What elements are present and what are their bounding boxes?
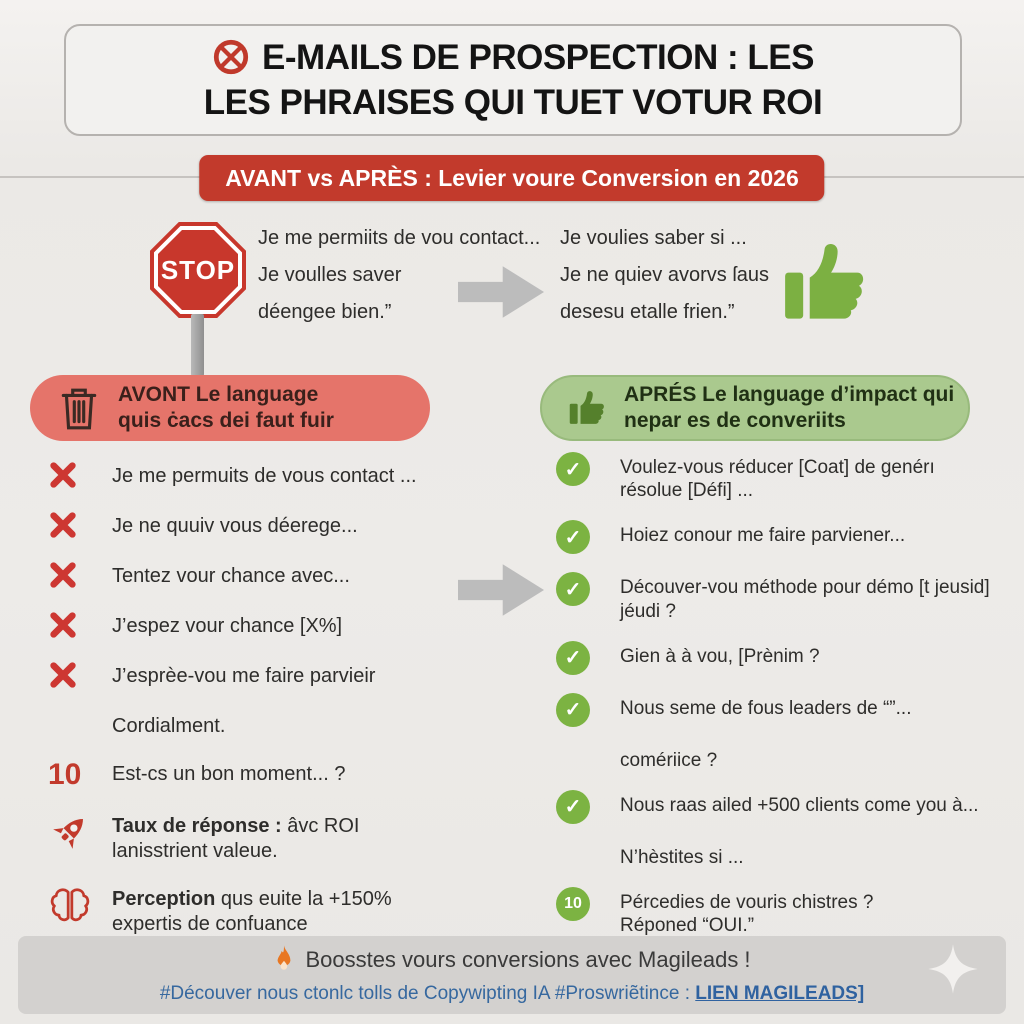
- check-icon: ✓: [548, 452, 620, 486]
- after-quote-line: desesu etalle frien.”: [560, 301, 735, 323]
- thumbs-up-icon: [772, 230, 877, 340]
- footer-headline-row: Boosstes vours conversions avec Magilead…: [273, 945, 751, 975]
- item-text: Gien à à vou, [Prènim ?: [620, 645, 820, 667]
- item-text: Découver-vou méthode pour démo [t jeusid…: [620, 577, 990, 622]
- item-text: Tentez vour chance avec...: [112, 565, 350, 587]
- item-text-bold: Perception: [112, 888, 216, 911]
- x-icon: [42, 510, 112, 540]
- list-item: 10 Pércedies de vouris chistres ? Répone…: [548, 887, 1008, 937]
- item-text: comériice ?: [620, 749, 718, 771]
- list-item: comériice ?: [548, 745, 1008, 772]
- item-text: Je me permuits de vous contact ...: [112, 465, 417, 487]
- item-text: Taux de réponse : âvc ROI lanisstrient v…: [112, 810, 359, 863]
- banner-label: AVANT vs APRÈS : Levier voure Conversion…: [225, 164, 799, 191]
- list-item: Taux de réponse : âvc ROI lanisstrient v…: [42, 810, 474, 863]
- item-text: J’esprèe-vou me faire parvieir: [112, 665, 376, 687]
- x-icon: [42, 610, 112, 640]
- item-text: Pércedies de vouris chistres ? Réponed “…: [620, 892, 874, 937]
- x-icon: [42, 560, 112, 590]
- list-item: ✓ Voulez-vous réducer [Coat] de genérı r…: [548, 452, 1008, 502]
- after-quote-line: Je voulies saber si ...: [560, 227, 747, 249]
- before-quotes: Je me permiits de vou contact... Je voul…: [258, 227, 558, 324]
- list-item: Cordialment.: [42, 710, 474, 738]
- item-text-rest: âvc ROI lanisstrient valeue.: [112, 815, 360, 862]
- before-quote-line: Je me permiits de vou contact...: [258, 227, 541, 249]
- apres-header-line2: nepar es de converiits: [624, 409, 846, 432]
- list-item: ✓ Découver-vou méthode pour démo [t jeus…: [548, 572, 1008, 622]
- list-item: ✓ Hoiez conour me faire parviener...: [548, 520, 1008, 555]
- x-icon: [42, 660, 112, 690]
- list-item: Tentez vour chance avec...: [42, 560, 474, 590]
- before-quote-line: Je voulles saver: [258, 264, 402, 286]
- thumbs-up-small-icon: [564, 385, 610, 431]
- avant-header-pill: AVONT Le language quis ċacs dei faut fui…: [30, 375, 430, 441]
- avant-header-line2: quis ċacs dei faut fuir: [118, 409, 334, 432]
- item-text: Hoiez conour me faire parviener...: [620, 525, 906, 547]
- list-item: N’hèstites si ...: [548, 842, 1008, 869]
- list-item: J’espez vour chance [X%]: [42, 610, 474, 640]
- apres-header-text: APRÉS Le language d’impact qui nepar es …: [624, 382, 954, 435]
- footer-sub-text: #Découver nous ctonlc tolls de Copywipti…: [159, 983, 696, 1004]
- apres-header-line1: APRÉS Le language d’impact qui: [624, 382, 955, 406]
- page-title-line1: E-MAILS DE PROSPECTION : LES: [262, 37, 814, 77]
- after-quote-line: Je ne quiev avorvs ſaus: [560, 264, 770, 286]
- trash-icon: [58, 385, 100, 431]
- check-icon: ✓: [548, 640, 620, 675]
- list-item: ✓ Gien à à vou, [Prènim ?: [548, 640, 1008, 675]
- list-item: J’esprèe-vou me faire parvieir: [42, 660, 474, 690]
- banner: AVANT vs APRÈS : Levier voure Conversion…: [199, 155, 825, 201]
- flame-icon: [273, 945, 295, 975]
- check-icon: ✓: [548, 572, 620, 607]
- apres-list: ✓ Voulez-vous réducer [Coat] de genérı r…: [548, 452, 1008, 955]
- no-entry-cross-icon: [212, 38, 250, 76]
- list-item: Je me permuits de vous contact ...: [42, 460, 474, 490]
- item-text-bold: Taux de réponse :: [112, 815, 282, 838]
- item-text-rest: qus euite la +150% expertis de confuance: [112, 888, 392, 935]
- title-box: E-MAILS DE PROSPECTION : LES LES PHRAISE…: [64, 24, 962, 136]
- footer-link[interactable]: LIEN MAGILEADS]: [695, 983, 865, 1004]
- footer-subline: #Découver nous ctonlc tolls de Copywipti…: [18, 983, 1006, 1005]
- title-line-2: LES PHRAISES QUI TUET VOTUR ROI: [203, 80, 823, 126]
- avant-list: Je me permuits de vous contact ... Je ne…: [42, 460, 474, 956]
- item-text: Voulez-vous réducer [Coat] de genérı rés…: [620, 457, 935, 502]
- item-text: Je ne quuiv vous déerege...: [112, 515, 358, 537]
- after-quotes: Je voulies saber si ... Je ne quiev avor…: [560, 227, 860, 324]
- stop-sign-label: STOP: [158, 230, 238, 310]
- list-item: Perception qus euite la +150% expertis d…: [42, 883, 474, 936]
- item-text: Cordialment.: [112, 715, 226, 737]
- stop-sign-icon: STOP: [150, 222, 246, 318]
- sparkle-icon: [926, 942, 980, 1001]
- check-icon: ✓: [548, 789, 620, 824]
- check-icon: ✓: [548, 520, 620, 555]
- item-text: N’hèstites si ...: [620, 846, 744, 868]
- list-item: Je ne quuiv vous déerege...: [42, 510, 474, 540]
- page-title-line2: LES PHRAISES QUI TUET VOTUR ROI: [203, 83, 823, 122]
- list-item: 10 Est‑cs un bon moment... ?: [42, 758, 474, 790]
- check-icon: ✓: [548, 692, 620, 727]
- rank-badge: 10: [548, 887, 620, 922]
- x-icon: [42, 460, 112, 490]
- list-item: ✓ Nous seme de fous leaders de “”...: [548, 692, 1008, 727]
- item-text: J’espez vour chance [X%]: [112, 615, 343, 637]
- list-item: ✓ Nous raas ailed +500 clients come you …: [548, 789, 1008, 824]
- stop-sign-pole: [191, 314, 204, 376]
- brain-icon: [42, 883, 112, 927]
- rank-number: 10: [48, 758, 82, 792]
- apres-header-pill: APRÉS Le language d’impact qui nepar es …: [540, 375, 970, 441]
- item-text: Perception qus euite la +150% expertis d…: [112, 883, 392, 936]
- footer-banner: Boosstes vours conversions avec Magilead…: [18, 936, 1006, 1014]
- item-text: Est‑cs un bon moment... ?: [112, 763, 346, 786]
- footer-headline: Boosstes vours conversions avec Magilead…: [305, 947, 751, 972]
- title-line-1: E-MAILS DE PROSPECTION : LES: [212, 35, 814, 81]
- item-text: Nous seme de fous leaders de “”...: [620, 697, 912, 719]
- rocket-icon: [42, 810, 112, 854]
- avant-header-text: AVONT Le language quis ċacs dei faut fui…: [118, 382, 334, 435]
- before-quote-line: déengee bien.”: [258, 301, 392, 323]
- avant-header-line1: AVONT Le language: [118, 382, 319, 406]
- item-text: Nous raas ailed +500 clients come you à.…: [620, 794, 979, 816]
